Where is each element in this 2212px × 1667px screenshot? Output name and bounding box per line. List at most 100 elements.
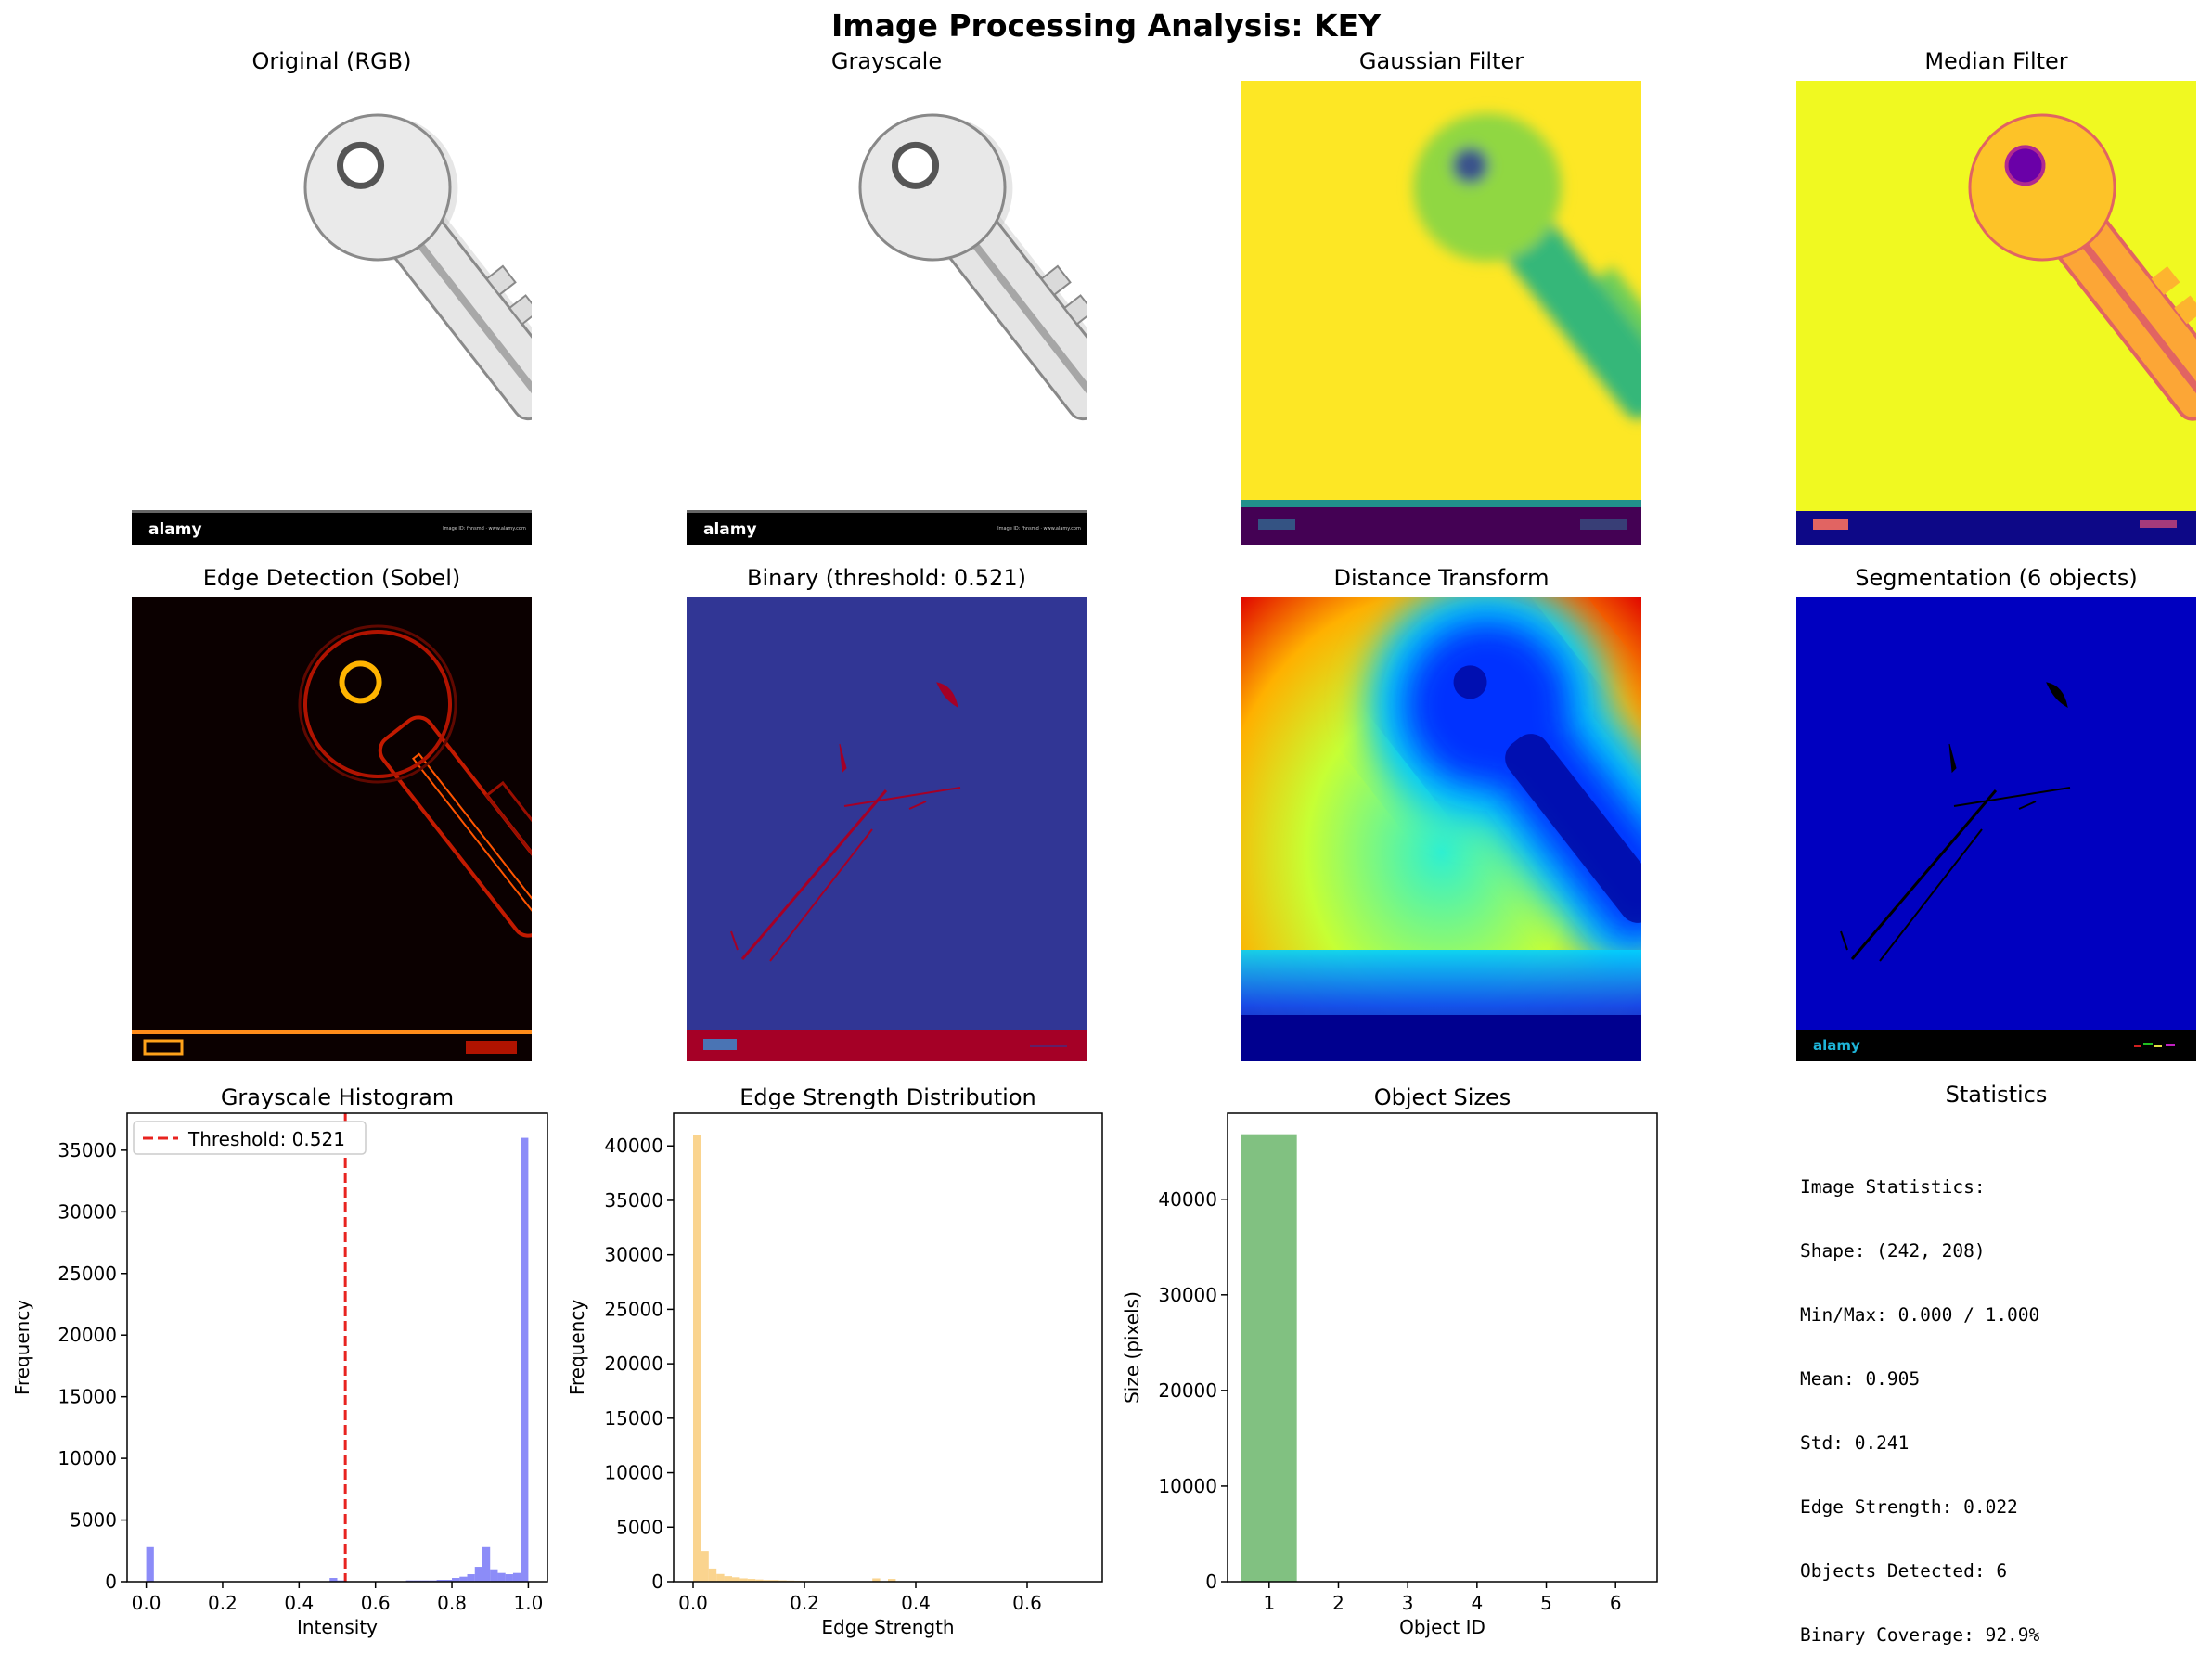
x-tick-label: 3 [1402,1592,1414,1614]
x-tick-label: 0.4 [901,1592,931,1614]
binary-image-panel [687,597,1087,1061]
stat-line: Shape: (242, 208) [1800,1240,2039,1262]
panel-title-grayscale: Grayscale [687,48,1087,74]
y-tick-label: 20000 [1158,1379,1217,1402]
x-tick-label: 0.8 [437,1592,467,1614]
x-axis-label: Object ID [1399,1616,1485,1638]
x-tick-label: 0.2 [208,1592,238,1614]
y-tick-label: 20000 [604,1353,663,1375]
y-tick-label: 0 [651,1571,663,1593]
panel-title-binary: Binary (threshold: 0.521) [687,565,1087,591]
key-image-grayscale: alamy Image ID: fhnsmd · www.alamy.com [687,81,1087,545]
object-bar [1241,1135,1297,1582]
key-image-segmentation: alamy [1796,597,2196,1061]
y-tick-label: 20000 [58,1324,117,1346]
x-tick-label: 0.6 [1012,1592,1042,1614]
panel-title-segmentation: Segmentation (6 objects) [1796,565,2196,591]
x-tick-label: 0.2 [790,1592,819,1614]
y-tick-label: 40000 [604,1135,663,1157]
y-axis-label: Frequency [11,1300,33,1395]
figure-title: Image Processing Analysis: KEY [0,7,2212,44]
y-tick-label: 0 [105,1571,117,1593]
statistics-text: Image Statistics: Shape: (242, 208) Min/… [1800,1134,2039,1667]
x-tick-label: 2 [1332,1592,1344,1614]
histogram-bar [506,1574,513,1582]
grayscale-image-panel: alamy Image ID: fhnsmd · www.alamy.com [687,81,1087,545]
x-tick-label: 1.0 [514,1592,544,1614]
y-tick-label: 10000 [1158,1475,1217,1497]
y-tick-label: 5000 [70,1509,117,1532]
x-axis-label: Intensity [297,1616,378,1638]
x-axis-label: Edge Strength [821,1616,954,1638]
y-tick-label: 0 [1205,1571,1217,1593]
stat-line: Binary Coverage: 92.9% [1800,1624,2039,1646]
y-tick-label: 15000 [58,1386,117,1408]
key-image-gaussian [1241,81,1641,545]
histogram-bar [709,1569,716,1582]
y-tick-label: 30000 [604,1244,663,1266]
y-axis-label: Size (pixels) [1121,1291,1143,1404]
key-image-edges [132,597,532,1061]
x-tick-label: 0.0 [678,1592,708,1614]
stat-line: Std: 0.241 [1800,1432,2039,1454]
y-axis-label: Frequency [566,1300,588,1395]
histogram-bar [497,1573,505,1582]
histogram-bar [513,1573,521,1582]
distance-image-panel [1241,597,1641,1061]
watermark-small: Image ID: fhnsmd · www.alamy.com [443,526,526,532]
histogram-bar [490,1570,497,1582]
panel-title-gaussian: Gaussian Filter [1241,48,1641,74]
x-tick-label: 6 [1610,1592,1622,1614]
original-image-panel: alamy Image ID: fhnsmd · www.alamy.com [132,81,532,545]
y-tick-label: 30000 [58,1200,117,1223]
histogram-bar [147,1547,154,1582]
histogram-bar [716,1574,724,1582]
axes-frame [674,1113,1102,1582]
x-tick-label: 0.6 [361,1592,391,1614]
x-tick-label: 0.4 [284,1592,314,1614]
y-tick-label: 40000 [1158,1188,1217,1211]
stat-line: Min/Max: 0.000 / 1.000 [1800,1304,2039,1326]
gaussian-image-panel [1241,81,1641,545]
stat-line: Mean: 0.905 [1800,1368,2039,1390]
y-tick-label: 35000 [58,1139,117,1161]
key-image-binary [687,597,1087,1061]
key-image-distance [1241,597,1641,1061]
histogram-bar [693,1135,701,1582]
chart-title: Edge Strength Distribution [739,1084,1036,1110]
watermark-brand: alamy [1813,1037,1860,1054]
x-tick-label: 4 [1471,1592,1483,1614]
histogram-bar [701,1551,708,1582]
key-image-median [1796,81,2196,545]
y-tick-label: 25000 [58,1263,117,1285]
axes-frame [127,1113,547,1582]
chart-title: Object Sizes [1374,1084,1511,1110]
y-tick-label: 35000 [604,1189,663,1212]
watermark-brand: alamy [703,520,757,539]
edge-image-panel [132,597,532,1061]
stat-line: Objects Detected: 6 [1800,1560,2039,1582]
statistics-title: Statistics [1796,1082,2196,1108]
segmentation-image-panel: alamy [1796,597,2196,1061]
legend: Threshold: 0.521 [134,1122,366,1154]
y-tick-label: 5000 [616,1516,663,1538]
y-tick-label: 25000 [604,1298,663,1320]
panel-title-original: Original (RGB) [132,48,532,74]
histogram-bar [459,1577,467,1582]
y-tick-label: 10000 [58,1447,117,1469]
histogram-bar [521,1138,528,1582]
x-tick-label: 1 [1263,1592,1275,1614]
stat-line: Image Statistics: [1800,1176,2039,1198]
y-tick-label: 30000 [1158,1284,1217,1306]
panel-title-median: Median Filter [1796,48,2196,74]
y-tick-label: 10000 [604,1462,663,1484]
histogram-bar [725,1576,732,1582]
watermark-small: Image ID: fhnsmd · www.alamy.com [997,526,1081,532]
watermark-brand: alamy [148,520,202,539]
panel-title-distance: Distance Transform [1241,565,1641,591]
median-image-panel [1796,81,2196,545]
panel-title-edge: Edge Detection (Sobel) [132,565,532,591]
